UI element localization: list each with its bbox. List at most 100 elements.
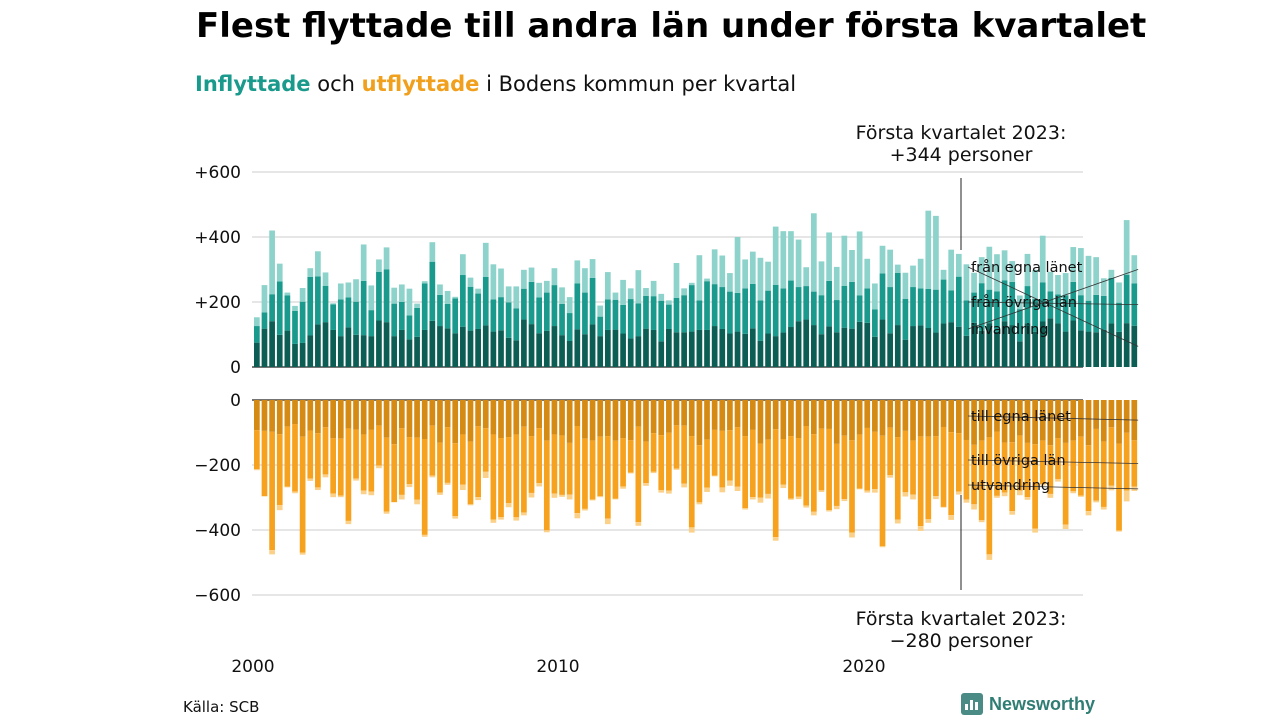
in-bar-ovriga-lan (1078, 295, 1084, 331)
in-bar-egna-lanet (604, 329, 611, 367)
out-bar-ovriga-lan (1047, 445, 1054, 494)
in-bar-egna-lanet (299, 342, 306, 367)
in-bar-ovriga-lan (582, 292, 588, 335)
out-bar-egna-lanet (1108, 400, 1115, 428)
out-bar-egna-lanet (719, 400, 726, 431)
out-bar-utvandring (513, 517, 520, 521)
in-bar-invandring (681, 288, 687, 296)
in-bar-egna-lanet (345, 327, 352, 367)
in-bar-ovriga-lan (1108, 277, 1115, 324)
out-bar-ovriga-lan (879, 435, 886, 547)
out-bar-egna-lanet (826, 400, 832, 429)
out-bar-egna-lanet (1024, 400, 1031, 443)
out-bar-egna-lanet (955, 400, 962, 434)
in-bar-ovriga-lan (627, 299, 634, 339)
in-bar-ovriga-lan (597, 316, 604, 337)
in-bar-invandring (421, 281, 428, 284)
out-bar-utvandring (757, 497, 764, 503)
in-bar-invandring (894, 264, 901, 273)
xtick-label: 2020 (842, 657, 885, 677)
out-bar-utvandring (994, 495, 1000, 498)
in-bar-invandring (711, 249, 718, 285)
out-bar-egna-lanet (475, 400, 481, 427)
out-bar-utvandring (658, 490, 665, 493)
out-bar-ovriga-lan (818, 428, 825, 491)
in-bar-ovriga-lan (963, 300, 970, 336)
out-bar-ovriga-lan (1108, 427, 1115, 486)
out-bar-ovriga-lan (460, 434, 466, 485)
out-bar-egna-lanet (604, 400, 611, 437)
in-bar-egna-lanet (696, 329, 703, 367)
out-bar-egna-lanet (681, 400, 687, 426)
in-bar-invandring (658, 293, 665, 301)
in-bar-invandring (1093, 257, 1099, 295)
in-bar-invandring (757, 257, 764, 301)
out-bar-egna-lanet (398, 400, 405, 429)
out-bar-ovriga-lan (795, 438, 802, 497)
in-bar-ovriga-lan (254, 326, 260, 343)
out-bar-utvandring (284, 486, 291, 488)
in-bar-invandring (1009, 261, 1016, 282)
out-bar-utvandring (719, 487, 726, 493)
in-bar-invandring (749, 251, 756, 284)
in-bar-ovriga-lan (788, 280, 794, 328)
out-bar-utvandring (505, 503, 512, 508)
out-bar-egna-lanet (643, 400, 649, 442)
in-bar-egna-lanet (704, 329, 710, 367)
out-bar-utvandring (734, 486, 741, 491)
out-bar-ovriga-lan (467, 441, 474, 505)
out-bar-ovriga-lan (742, 436, 749, 509)
out-bar-utvandring (460, 484, 466, 491)
out-bar-utvandring (856, 488, 863, 490)
subtitle-and-word: och (317, 72, 355, 96)
in-bar-ovriga-lan (452, 298, 459, 334)
in-bar-egna-lanet (1024, 323, 1031, 367)
out-bar-utvandring (368, 491, 375, 496)
out-bar-utvandring (292, 491, 298, 494)
out-bar-ovriga-lan (322, 427, 329, 475)
in-bar-ovriga-lan (826, 280, 832, 327)
out-bar-egna-lanet (322, 400, 329, 428)
in-bar-egna-lanet (727, 333, 733, 367)
in-bar-egna-lanet (772, 336, 779, 368)
out-bar-utvandring (444, 482, 451, 485)
out-bar-utvandring (841, 499, 848, 502)
in-bar-ovriga-lan (475, 293, 481, 329)
out-bar-utvandring (795, 496, 802, 500)
in-bar-egna-lanet (360, 335, 367, 367)
out-bar-egna-lanet (315, 400, 321, 434)
out-bar-utvandring (559, 494, 565, 497)
in-bar-invandring (330, 303, 336, 305)
out-bar-ovriga-lan (589, 440, 596, 500)
out-bar-egna-lanet (360, 400, 367, 435)
in-bar-invandring (353, 279, 359, 302)
in-bar-ovriga-lan (643, 295, 649, 329)
in-label-leader (967, 268, 1139, 330)
in-bar-egna-lanet (849, 328, 855, 367)
in-bar-egna-lanet (780, 332, 787, 367)
in-bar-egna-lanet (437, 326, 443, 367)
in-bar-egna-lanet (757, 340, 764, 367)
out-bar-egna-lanet (620, 400, 626, 439)
in-bar-invandring (559, 287, 565, 304)
in-bar-invandring (788, 231, 794, 281)
out-bar-ovriga-lan (604, 436, 611, 519)
out-bar-ovriga-lan (1055, 438, 1061, 479)
in-bar-invandring (772, 226, 779, 285)
out-bar-ovriga-lan (254, 430, 260, 470)
in-bar-ovriga-lan (1123, 274, 1130, 324)
in-bar-egna-lanet (498, 330, 504, 367)
out-bar-utvandring (971, 504, 977, 510)
out-bar-egna-lanet (528, 400, 535, 437)
out-bar-utvandring (467, 504, 474, 506)
out-bar-egna-lanet (1009, 400, 1016, 443)
out-bar-egna-lanet (345, 400, 352, 429)
in-bar-invandring (566, 297, 573, 314)
newsworthy-logo[interactable]: Newsworthy (961, 693, 1095, 715)
in-bar-ovriga-lan (1009, 281, 1016, 326)
out-bar-ovriga-lan (986, 437, 993, 555)
in-bar-invandring (505, 286, 512, 303)
out-bar-utvandring (940, 506, 947, 508)
in-bar-ovriga-lan (482, 276, 489, 326)
in-bar-ovriga-lan (284, 295, 291, 331)
